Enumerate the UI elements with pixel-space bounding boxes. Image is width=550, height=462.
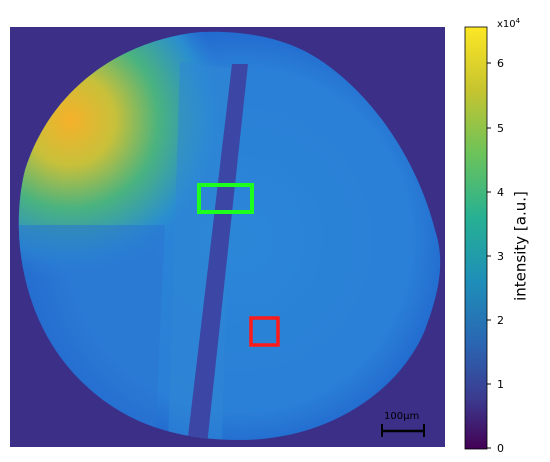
red-roi[interactable] bbox=[249, 316, 280, 347]
colorbar-tick-label: 0 bbox=[497, 442, 504, 455]
colorbar-exponent-power: 4 bbox=[515, 17, 521, 25]
colorbar-tick-label: 3 bbox=[497, 250, 504, 263]
colorbar-tick-label: 1 bbox=[497, 378, 504, 391]
colorbar-title: intensity [a.u.] bbox=[511, 191, 530, 301]
green-roi[interactable] bbox=[197, 183, 254, 214]
colorbar bbox=[464, 26, 488, 450]
colorbar-exponent-base: x10 bbox=[497, 19, 516, 30]
colorbar-tick-label: 2 bbox=[497, 314, 504, 327]
colorbar-exponent: x104 bbox=[497, 16, 520, 30]
colorbar-tick-label: 6 bbox=[497, 57, 504, 70]
colorbar-ticks bbox=[487, 62, 491, 449]
colorbar-tick-label: 5 bbox=[497, 122, 504, 135]
scalebar bbox=[381, 424, 425, 437]
slot bbox=[187, 64, 248, 440]
colorbar-tick-label: 4 bbox=[497, 186, 504, 199]
scalebar-label: 100µm bbox=[384, 411, 420, 422]
